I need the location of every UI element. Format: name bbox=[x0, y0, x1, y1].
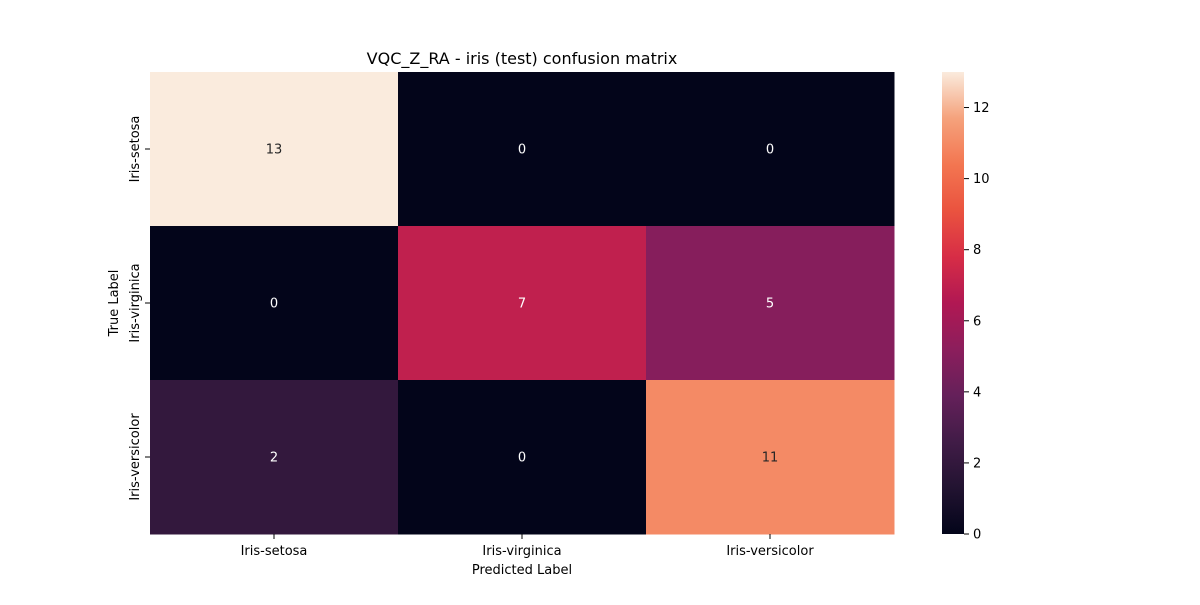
cell-value-label: 2 bbox=[270, 451, 278, 466]
y-tick-labels: Iris-setosa Iris-virginica Iris-versicolor bbox=[128, 116, 150, 501]
heatmap-cell bbox=[646, 226, 895, 381]
chart-title: VQC_Z_RA - iris (test) confusion matrix bbox=[367, 49, 678, 69]
heatmap-cell bbox=[150, 380, 399, 535]
colorbar-tick-label: 10 bbox=[973, 172, 990, 187]
heatmap-cell bbox=[398, 72, 647, 227]
cell-value-label: 0 bbox=[518, 143, 526, 158]
colorbar-tick-label: 0 bbox=[973, 528, 981, 543]
colorbar: 0 2 4 6 8 10 12 bbox=[942, 72, 990, 543]
colorbar-gradient bbox=[942, 72, 964, 534]
colorbar-tick-label: 8 bbox=[973, 243, 981, 258]
cell-value-label: 0 bbox=[270, 297, 278, 312]
x-tick-label: Iris-versicolor bbox=[726, 544, 814, 559]
y-axis-label: True Label bbox=[107, 270, 122, 338]
y-tick-label: Iris-virginica bbox=[128, 263, 143, 342]
x-tick-label: Iris-virginica bbox=[482, 544, 561, 559]
colorbar-tick-label: 6 bbox=[973, 314, 981, 329]
heatmap-cell bbox=[150, 72, 399, 227]
cell-value-label: 0 bbox=[518, 451, 526, 466]
cell-value-label: 13 bbox=[266, 143, 283, 158]
heatmap-cell bbox=[398, 380, 647, 535]
heatmap-cell bbox=[150, 226, 399, 381]
heatmap-cell bbox=[398, 226, 647, 381]
cell-value-label: 0 bbox=[766, 143, 774, 158]
cell-value-label: 11 bbox=[762, 451, 779, 466]
heatmap-cell bbox=[646, 380, 895, 535]
colorbar-tick-label: 12 bbox=[973, 101, 990, 116]
y-tick-label: Iris-setosa bbox=[128, 116, 143, 183]
heatmap-cell bbox=[646, 72, 895, 227]
colorbar-tick-label: 4 bbox=[973, 385, 981, 400]
y-tick-label: Iris-versicolor bbox=[128, 413, 143, 501]
x-tick-label: Iris-setosa bbox=[241, 544, 308, 559]
x-axis-label: Predicted Label bbox=[472, 563, 572, 578]
cell-value-label: 5 bbox=[766, 297, 774, 312]
cell-value-label: 7 bbox=[518, 297, 526, 312]
colorbar-tick-label: 2 bbox=[973, 456, 981, 471]
x-tick-labels: Iris-setosa Iris-virginica Iris-versicolor bbox=[241, 534, 814, 559]
heatmap-cells: 13 0 0 0 7 5 2 0 11 bbox=[150, 72, 895, 535]
